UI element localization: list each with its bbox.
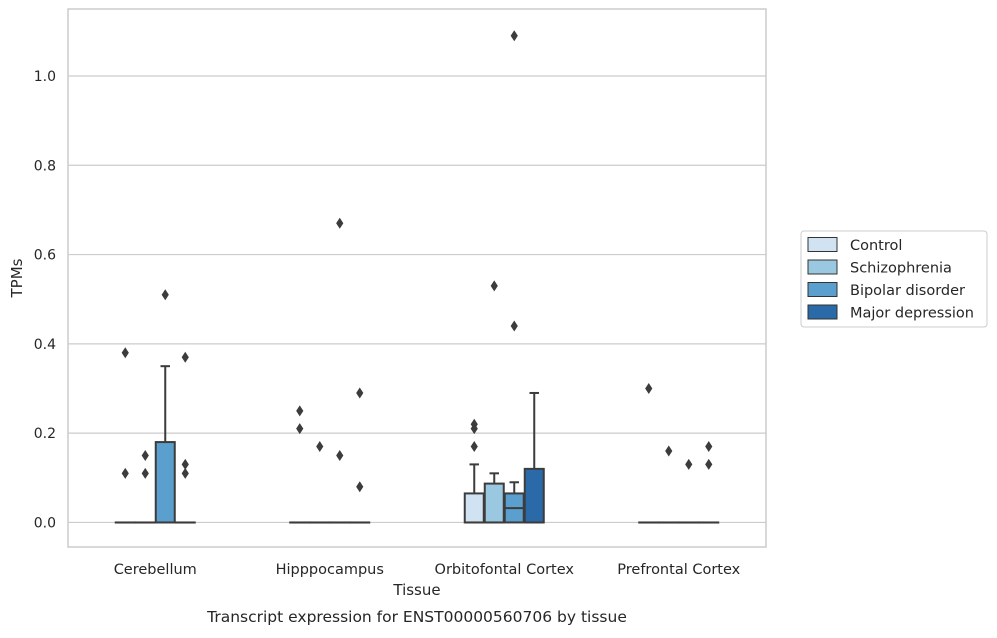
box-2-0: [465, 419, 484, 523]
legend-label: Major depression: [850, 306, 974, 322]
legend-swatch: [808, 238, 837, 252]
outlier-point: [511, 320, 518, 331]
box-1-2: [330, 218, 349, 523]
outlier-point: [162, 289, 169, 300]
outlier-point: [511, 30, 518, 41]
box: [465, 493, 484, 522]
legend-swatch: [808, 305, 837, 319]
x-tick-label: Orbitofontal Cortex: [435, 562, 575, 578]
box-0-0: [116, 347, 135, 522]
y-tick-label: 0.8: [34, 158, 56, 174]
x-tick-label: Prefrontal Cortex: [617, 562, 740, 578]
outlier-point: [685, 459, 692, 470]
outlier-point: [316, 441, 323, 452]
legend-label: Schizophrenia: [850, 261, 952, 277]
box-3-2: [679, 459, 698, 523]
outlier-point: [356, 481, 363, 492]
box-3-0: [639, 383, 658, 523]
y-tick-label: 0.6: [34, 248, 56, 264]
legend: Control Schizophrenia Bipolar disorder Majo…: [801, 231, 987, 327]
outlier-point: [142, 468, 149, 479]
outlier-point: [336, 218, 343, 229]
box-2-2: [505, 30, 524, 522]
outlier-point: [356, 387, 363, 398]
box: [485, 484, 504, 523]
outlier-point: [122, 347, 129, 358]
x-tick-label: Hipppocampus: [276, 562, 384, 578]
y-tick-label: 1.0: [34, 69, 56, 85]
outlier-point: [296, 423, 303, 434]
chart-caption: Transcript expression for ENST0000056070…: [206, 608, 627, 626]
box-1-3: [350, 387, 369, 522]
y-axis-label: TPMs: [8, 258, 26, 298]
box-0-3: [176, 352, 195, 523]
outlier-point: [182, 352, 189, 363]
y-tick-label: 0.0: [34, 515, 56, 531]
x-tick-labels: Cerebellum Hipppocampus Orbitofontal Corte…: [114, 562, 741, 578]
legend-label: Bipolar disorder: [850, 283, 965, 299]
outlier-point: [336, 450, 343, 461]
outlier-point: [122, 468, 129, 479]
outlier-point: [665, 446, 672, 457]
y-tick-label: 0.2: [34, 426, 56, 442]
legend-swatch: [808, 260, 837, 274]
x-tick-label: Cerebellum: [114, 562, 197, 578]
outlier-point: [645, 383, 652, 394]
box-0-1: [136, 450, 155, 523]
outlier-point: [471, 441, 478, 452]
legend-label: Control: [850, 238, 902, 254]
legend-swatch: [808, 283, 837, 297]
y-tick-labels: 0.0 0.2 0.4 0.6 0.8 1.0: [34, 69, 56, 531]
y-tick-label: 0.4: [34, 337, 56, 353]
box-2-1: [485, 280, 504, 522]
outlier-point: [142, 450, 149, 461]
box-1-0: [290, 405, 309, 522]
box-3-1: [659, 446, 678, 523]
box-1-1: [310, 441, 329, 523]
x-axis-label: Tissue: [392, 581, 440, 599]
outlier-point: [705, 441, 712, 452]
plot-series: [116, 30, 719, 522]
outlier-point: [296, 405, 303, 416]
box-0-2: [156, 289, 175, 522]
box: [156, 442, 175, 522]
box: [525, 469, 544, 523]
outlier-point: [182, 468, 189, 479]
box-2-3: [525, 393, 544, 522]
box-3-3: [699, 441, 718, 523]
outlier-point: [705, 459, 712, 470]
outlier-point: [491, 280, 498, 291]
